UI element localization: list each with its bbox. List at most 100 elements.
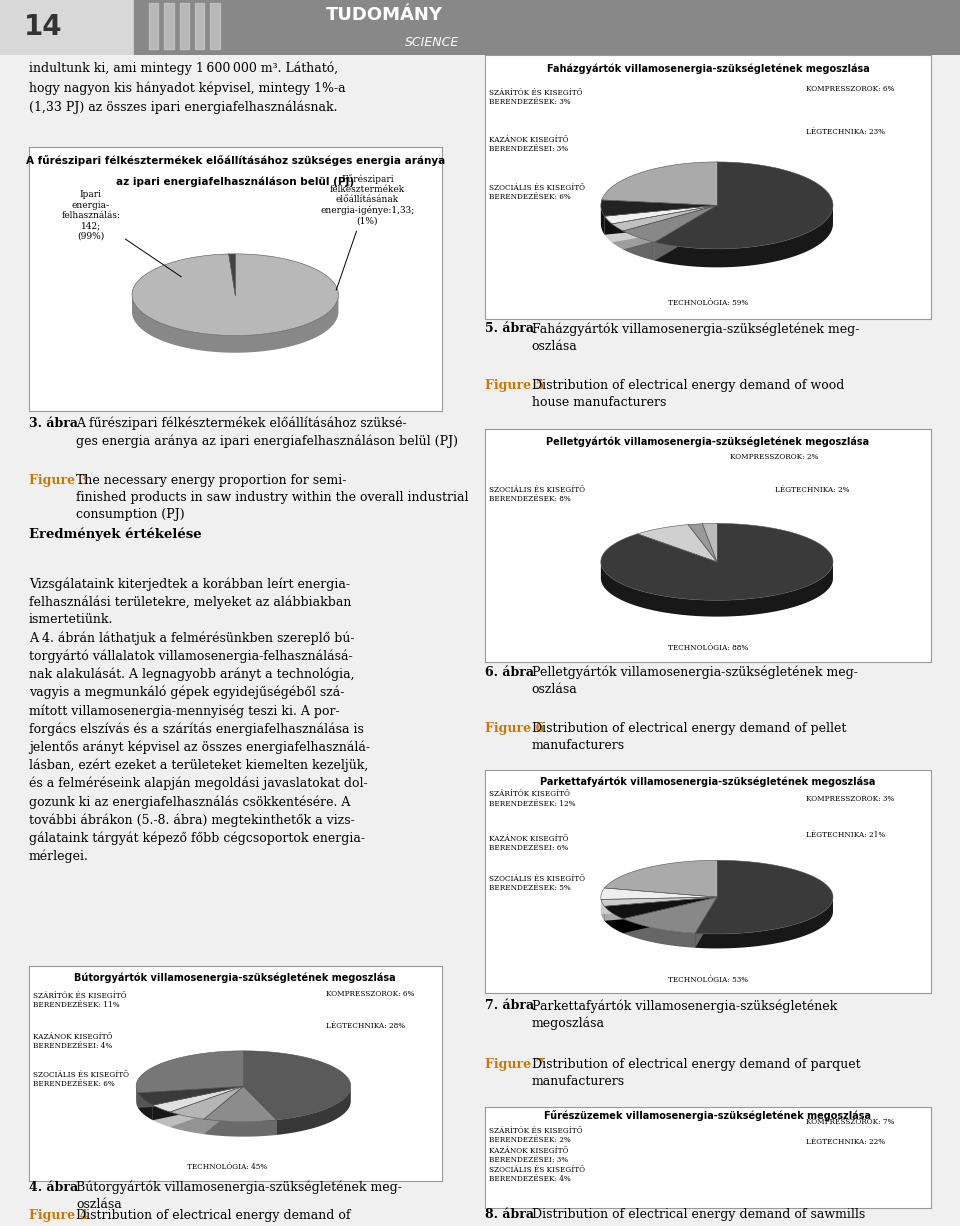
Text: Figure 3: Figure 3 xyxy=(29,474,88,487)
Polygon shape xyxy=(612,206,717,243)
Text: Fűrészüzemek villamosenergia-szükségletének megoszlása: Fűrészüzemek villamosenergia-szükségleté… xyxy=(544,1110,872,1121)
Polygon shape xyxy=(695,897,833,949)
Polygon shape xyxy=(637,525,717,562)
Text: 3. ábra: 3. ábra xyxy=(29,417,78,430)
Text: SZÁRÍTÓK KISEGÍTŐ
BERENDEZÉSEK: 12%: SZÁRÍTÓK KISEGÍTŐ BERENDEZÉSEK: 12% xyxy=(490,791,576,808)
Text: Ipari
energia-
felhasználás:
142;
(99%): Ipari energia- felhasználás: 142; (99%) xyxy=(61,190,181,277)
Polygon shape xyxy=(605,861,717,897)
Polygon shape xyxy=(605,897,717,921)
Polygon shape xyxy=(605,216,612,243)
Polygon shape xyxy=(153,1086,244,1121)
Polygon shape xyxy=(138,1086,244,1105)
Text: LÉGTECHNIKA: 21%: LÉGTECHNIKA: 21% xyxy=(806,831,885,839)
Text: Distribution of electrical energy demand of parquet
manufacturers: Distribution of electrical energy demand… xyxy=(532,1058,860,1087)
Polygon shape xyxy=(623,206,717,249)
Text: TUDOMÁNY: TUDOMÁNY xyxy=(325,6,443,25)
Text: 6. ábra: 6. ábra xyxy=(485,666,534,679)
Polygon shape xyxy=(605,906,623,933)
Text: Faházgyártók villamosenergia-szükségletének megoszlása: Faházgyártók villamosenergia-szükségleté… xyxy=(546,63,870,74)
Text: SZOCIÁLIS ÉS KISEGÍTŐ
BERENDEZÉSEK: 6%: SZOCIÁLIS ÉS KISEGÍTŐ BERENDEZÉSEK: 6% xyxy=(33,1072,129,1089)
Polygon shape xyxy=(655,206,833,267)
Text: indultunk ki, ami mintegy 1 600 000 m³. Látható,
hogy nagyon kis hányadot képvis: indultunk ki, ami mintegy 1 600 000 m³. … xyxy=(29,61,346,114)
Polygon shape xyxy=(228,254,235,294)
Text: Figure 4: Figure 4 xyxy=(29,1209,88,1222)
Polygon shape xyxy=(276,1086,350,1135)
Text: KAZÁNOK KISEGÍTŐ
BERENDEZÉSEI: 6%: KAZÁNOK KISEGÍTŐ BERENDEZÉSEI: 6% xyxy=(490,835,568,852)
Polygon shape xyxy=(601,206,605,234)
Text: SZOCIÁLIS ÉS KISEGÍTŐ
BERENDEZÉSEK: 5%: SZOCIÁLIS ÉS KISEGÍTŐ BERENDEZÉSEK: 5% xyxy=(490,875,586,893)
Polygon shape xyxy=(605,206,717,234)
Polygon shape xyxy=(170,1086,244,1127)
Polygon shape xyxy=(136,1051,244,1092)
Text: TECHNOLÓGIA: 53%: TECHNOLÓGIA: 53% xyxy=(668,976,748,983)
Polygon shape xyxy=(136,1086,138,1108)
Polygon shape xyxy=(170,1086,244,1127)
Polygon shape xyxy=(703,524,717,562)
Text: Pelletgyártók villamosenergia-szükségletének meg-
oszlása: Pelletgyártók villamosenergia-szükséglet… xyxy=(532,666,857,696)
Polygon shape xyxy=(623,230,655,261)
Polygon shape xyxy=(601,562,833,617)
Text: 5. ábra: 5. ábra xyxy=(485,322,534,336)
Polygon shape xyxy=(601,897,717,913)
Polygon shape xyxy=(204,1119,276,1137)
Polygon shape xyxy=(695,897,717,948)
Text: LÉGTECHNIKA: 22%: LÉGTECHNIKA: 22% xyxy=(806,1138,885,1146)
Polygon shape xyxy=(170,1086,244,1119)
Polygon shape xyxy=(605,206,717,234)
Polygon shape xyxy=(623,206,717,243)
Polygon shape xyxy=(153,1105,170,1127)
Polygon shape xyxy=(605,897,717,918)
Text: TECHNOLÓGIA: 88%: TECHNOLÓGIA: 88% xyxy=(668,644,748,652)
Text: Bútorgyártók villamosenergia-szükségletének megoszlása: Bútorgyártók villamosenergia-szükségleté… xyxy=(74,972,396,983)
Text: LÉGTECHNIKA: 28%: LÉGTECHNIKA: 28% xyxy=(326,1022,405,1030)
Text: Parkettafyártók villamosenergia-szükségletének
megoszlása: Parkettafyártók villamosenergia-szükségl… xyxy=(532,999,837,1030)
Text: KOMPRESSZOROK: 6%: KOMPRESSZOROK: 6% xyxy=(806,86,895,93)
Polygon shape xyxy=(244,1051,350,1119)
Text: Vizsgálataink kiterjedtek a korábban leírt energia-
felhasználási területekre, m: Vizsgálataink kiterjedtek a korábban leí… xyxy=(29,577,370,863)
Polygon shape xyxy=(695,897,717,948)
Text: 8. ábra: 8. ábra xyxy=(485,1208,534,1221)
Text: 7. ábra: 7. ábra xyxy=(485,999,534,1013)
Polygon shape xyxy=(204,1086,244,1134)
Polygon shape xyxy=(204,1086,244,1134)
Text: Faházgyártók villamosenergia-szükségletének meg-
oszlása: Faházgyártók villamosenergia-szükségleté… xyxy=(532,322,859,353)
Text: Distribution of electrical energy demand of sawmills: Distribution of electrical energy demand… xyxy=(532,1208,865,1221)
Text: az ipari energiafelhasználáson belül (PJ): az ipari energiafelhasználáson belül (PJ… xyxy=(116,177,354,186)
Polygon shape xyxy=(138,1092,153,1121)
Text: 14: 14 xyxy=(24,13,62,40)
Text: Distribution of electrical energy demand of wood
house manufacturers: Distribution of electrical energy demand… xyxy=(532,379,844,408)
Text: Figure 7: Figure 7 xyxy=(485,1058,544,1070)
Polygon shape xyxy=(623,897,717,933)
Text: SZÁRÍTÓK ÉS KISEGÍTŐ
BERENDEZÉSEK: 2%: SZÁRÍTÓK ÉS KISEGÍTŐ BERENDEZÉSEK: 2% xyxy=(490,1127,583,1144)
Text: KAZÁNOK KISEGÍTŐ
BERENDEZÉSEI: 3%: KAZÁNOK KISEGÍTŐ BERENDEZÉSEI: 3% xyxy=(490,136,568,153)
Polygon shape xyxy=(153,1086,244,1121)
Polygon shape xyxy=(655,206,717,261)
Polygon shape xyxy=(623,918,695,948)
Text: KAZÁNOK KISEGÍTŐ
BERENDEZÉSEI: 3%: KAZÁNOK KISEGÍTŐ BERENDEZÉSEI: 3% xyxy=(490,1146,568,1163)
Polygon shape xyxy=(601,888,717,900)
Text: SZOCIÁLIS ÉS KISEGÍTŐ
BERENDEZÉSEK: 8%: SZOCIÁLIS ÉS KISEGÍTŐ BERENDEZÉSEK: 8% xyxy=(490,485,586,503)
Polygon shape xyxy=(132,295,338,353)
Polygon shape xyxy=(204,1086,276,1122)
Text: KOMPRESSZOROK: 6%: KOMPRESSZOROK: 6% xyxy=(326,989,415,998)
Text: SCIENCE: SCIENCE xyxy=(405,36,459,49)
Text: Parkettafyártók villamosenergia-szükségletének megoszlása: Parkettafyártók villamosenergia-szükségl… xyxy=(540,776,876,787)
Polygon shape xyxy=(612,206,717,243)
Polygon shape xyxy=(601,897,717,913)
Polygon shape xyxy=(688,524,717,562)
Polygon shape xyxy=(612,206,717,230)
Text: KOMPRESSZOROK: 3%: KOMPRESSZOROK: 3% xyxy=(806,794,895,803)
Polygon shape xyxy=(602,162,717,206)
Text: Distribution of electrical energy demand of pellet
manufacturers: Distribution of electrical energy demand… xyxy=(532,722,846,752)
Polygon shape xyxy=(601,897,717,906)
Polygon shape xyxy=(132,254,338,336)
Polygon shape xyxy=(655,206,717,261)
Polygon shape xyxy=(601,900,605,921)
Text: Pelletgyártók villamosenergia-szükségletének megoszlása: Pelletgyártók villamosenergia-szükséglet… xyxy=(546,436,870,446)
Text: Figure 6: Figure 6 xyxy=(485,722,544,736)
Text: A fűrészipari félkésztermékek előállításához szükséges energia aránya: A fűrészipari félkésztermékek előállítás… xyxy=(26,154,444,166)
Polygon shape xyxy=(244,1086,276,1135)
Polygon shape xyxy=(623,206,717,249)
Text: SZÁRÍTÓK ÉS KISEGÍTŐ
BERENDEZÉSEK: 11%: SZÁRÍTÓK ÉS KISEGÍTŐ BERENDEZÉSEK: 11% xyxy=(33,992,127,1009)
Polygon shape xyxy=(605,897,717,921)
